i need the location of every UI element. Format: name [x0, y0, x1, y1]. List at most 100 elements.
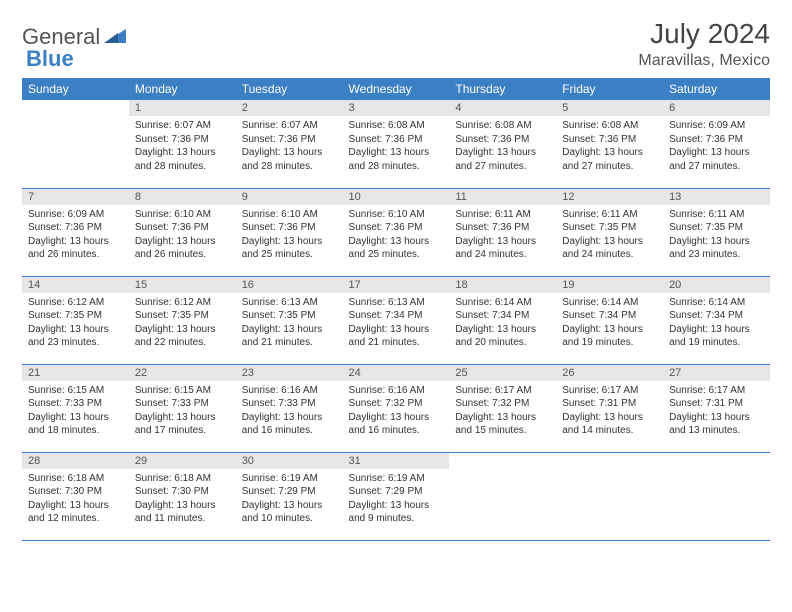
day-line: and 26 minutes. [135, 248, 230, 262]
day-content: Sunrise: 6:18 AMSunset: 7:30 PMDaylight:… [129, 469, 236, 530]
day-line: and 16 minutes. [242, 424, 337, 438]
calendar-week-row: 21Sunrise: 6:15 AMSunset: 7:33 PMDayligh… [22, 364, 770, 452]
day-line: and 28 minutes. [242, 160, 337, 174]
calendar-cell: 5Sunrise: 6:08 AMSunset: 7:36 PMDaylight… [556, 100, 663, 188]
calendar-week-row: 7Sunrise: 6:09 AMSunset: 7:36 PMDaylight… [22, 188, 770, 276]
day-line: Sunrise: 6:17 AM [455, 384, 550, 398]
day-number: 15 [129, 277, 236, 293]
day-line: and 20 minutes. [455, 336, 550, 350]
day-content: Sunrise: 6:17 AMSunset: 7:32 PMDaylight:… [449, 381, 556, 442]
weekday-header: Sunday [22, 78, 129, 100]
day-content: Sunrise: 6:08 AMSunset: 7:36 PMDaylight:… [449, 116, 556, 177]
day-line: Daylight: 13 hours [562, 323, 657, 337]
day-line: Sunset: 7:29 PM [242, 485, 337, 499]
day-line: Sunrise: 6:11 AM [562, 208, 657, 222]
day-line: Daylight: 13 hours [669, 323, 764, 337]
day-line: Daylight: 13 hours [455, 411, 550, 425]
day-line: Sunset: 7:33 PM [28, 397, 123, 411]
day-line: Sunrise: 6:14 AM [669, 296, 764, 310]
day-number: 30 [236, 453, 343, 469]
calendar-cell: 8Sunrise: 6:10 AMSunset: 7:36 PMDaylight… [129, 188, 236, 276]
day-line: and 24 minutes. [455, 248, 550, 262]
day-content: Sunrise: 6:15 AMSunset: 7:33 PMDaylight:… [22, 381, 129, 442]
day-line: Sunrise: 6:15 AM [28, 384, 123, 398]
day-line: Sunrise: 6:15 AM [135, 384, 230, 398]
page-title: July 2024 [638, 18, 770, 50]
calendar-cell: 31Sunrise: 6:19 AMSunset: 7:29 PMDayligh… [343, 452, 450, 540]
day-content: Sunrise: 6:08 AMSunset: 7:36 PMDaylight:… [343, 116, 450, 177]
day-line: Sunset: 7:35 PM [562, 221, 657, 235]
location-label: Maravillas, Mexico [638, 52, 770, 70]
day-line: and 14 minutes. [562, 424, 657, 438]
day-line: Sunrise: 6:13 AM [242, 296, 337, 310]
day-line: Daylight: 13 hours [562, 146, 657, 160]
day-line: and 27 minutes. [669, 160, 764, 174]
day-number: 8 [129, 189, 236, 205]
day-line: Sunset: 7:36 PM [28, 221, 123, 235]
day-line: and 27 minutes. [455, 160, 550, 174]
day-line: Daylight: 13 hours [28, 235, 123, 249]
day-line: Sunset: 7:33 PM [135, 397, 230, 411]
day-content: Sunrise: 6:12 AMSunset: 7:35 PMDaylight:… [129, 293, 236, 354]
day-line: Daylight: 13 hours [135, 146, 230, 160]
day-content: Sunrise: 6:14 AMSunset: 7:34 PMDaylight:… [663, 293, 770, 354]
day-line: and 13 minutes. [669, 424, 764, 438]
calendar-cell: 13Sunrise: 6:11 AMSunset: 7:35 PMDayligh… [663, 188, 770, 276]
day-line: and 21 minutes. [349, 336, 444, 350]
day-line: Sunset: 7:36 PM [135, 221, 230, 235]
day-number: 13 [663, 189, 770, 205]
day-line: and 24 minutes. [562, 248, 657, 262]
calendar-cell: 16Sunrise: 6:13 AMSunset: 7:35 PMDayligh… [236, 276, 343, 364]
calendar-week-row: 14Sunrise: 6:12 AMSunset: 7:35 PMDayligh… [22, 276, 770, 364]
day-line: Daylight: 13 hours [242, 235, 337, 249]
day-line: Daylight: 13 hours [242, 499, 337, 513]
weekday-header: Monday [129, 78, 236, 100]
day-line: Sunset: 7:36 PM [242, 221, 337, 235]
day-line: Daylight: 13 hours [455, 323, 550, 337]
day-content: Sunrise: 6:19 AMSunset: 7:29 PMDaylight:… [343, 469, 450, 530]
day-line: Sunset: 7:36 PM [135, 133, 230, 147]
calendar-cell: 22Sunrise: 6:15 AMSunset: 7:33 PMDayligh… [129, 364, 236, 452]
day-line: and 27 minutes. [562, 160, 657, 174]
day-content: Sunrise: 6:14 AMSunset: 7:34 PMDaylight:… [556, 293, 663, 354]
day-content: Sunrise: 6:11 AMSunset: 7:35 PMDaylight:… [556, 205, 663, 266]
day-line: and 9 minutes. [349, 512, 444, 526]
day-number: 11 [449, 189, 556, 205]
day-line: Daylight: 13 hours [455, 235, 550, 249]
day-line: Sunset: 7:32 PM [349, 397, 444, 411]
day-line: Daylight: 13 hours [28, 323, 123, 337]
day-line: Daylight: 13 hours [669, 411, 764, 425]
day-line: Sunrise: 6:08 AM [455, 119, 550, 133]
day-content: Sunrise: 6:09 AMSunset: 7:36 PMDaylight:… [663, 116, 770, 177]
calendar-cell: 10Sunrise: 6:10 AMSunset: 7:36 PMDayligh… [343, 188, 450, 276]
calendar-cell: 4Sunrise: 6:08 AMSunset: 7:36 PMDaylight… [449, 100, 556, 188]
calendar-cell: 27Sunrise: 6:17 AMSunset: 7:31 PMDayligh… [663, 364, 770, 452]
day-line: Sunrise: 6:12 AM [135, 296, 230, 310]
title-block: July 2024 Maravillas, Mexico [638, 18, 770, 70]
day-line: Sunrise: 6:16 AM [242, 384, 337, 398]
calendar-cell: 23Sunrise: 6:16 AMSunset: 7:33 PMDayligh… [236, 364, 343, 452]
day-line: Sunrise: 6:19 AM [242, 472, 337, 486]
calendar-cell: 11Sunrise: 6:11 AMSunset: 7:36 PMDayligh… [449, 188, 556, 276]
day-line: and 11 minutes. [135, 512, 230, 526]
day-line: Daylight: 13 hours [349, 235, 444, 249]
day-line: and 26 minutes. [28, 248, 123, 262]
day-content: Sunrise: 6:10 AMSunset: 7:36 PMDaylight:… [343, 205, 450, 266]
day-line: Sunrise: 6:13 AM [349, 296, 444, 310]
calendar-cell [663, 452, 770, 540]
day-line: and 19 minutes. [669, 336, 764, 350]
day-line: Sunset: 7:34 PM [349, 309, 444, 323]
day-number: 4 [449, 100, 556, 116]
day-line: Sunrise: 6:09 AM [669, 119, 764, 133]
calendar-cell: 28Sunrise: 6:18 AMSunset: 7:30 PMDayligh… [22, 452, 129, 540]
day-content: Sunrise: 6:19 AMSunset: 7:29 PMDaylight:… [236, 469, 343, 530]
calendar-cell: 29Sunrise: 6:18 AMSunset: 7:30 PMDayligh… [129, 452, 236, 540]
day-line: Sunrise: 6:11 AM [669, 208, 764, 222]
weekday-header: Saturday [663, 78, 770, 100]
calendar-cell: 9Sunrise: 6:10 AMSunset: 7:36 PMDaylight… [236, 188, 343, 276]
day-line: and 18 minutes. [28, 424, 123, 438]
day-number: 14 [22, 277, 129, 293]
day-content: Sunrise: 6:11 AMSunset: 7:36 PMDaylight:… [449, 205, 556, 266]
day-content: Sunrise: 6:18 AMSunset: 7:30 PMDaylight:… [22, 469, 129, 530]
day-content: Sunrise: 6:17 AMSunset: 7:31 PMDaylight:… [663, 381, 770, 442]
